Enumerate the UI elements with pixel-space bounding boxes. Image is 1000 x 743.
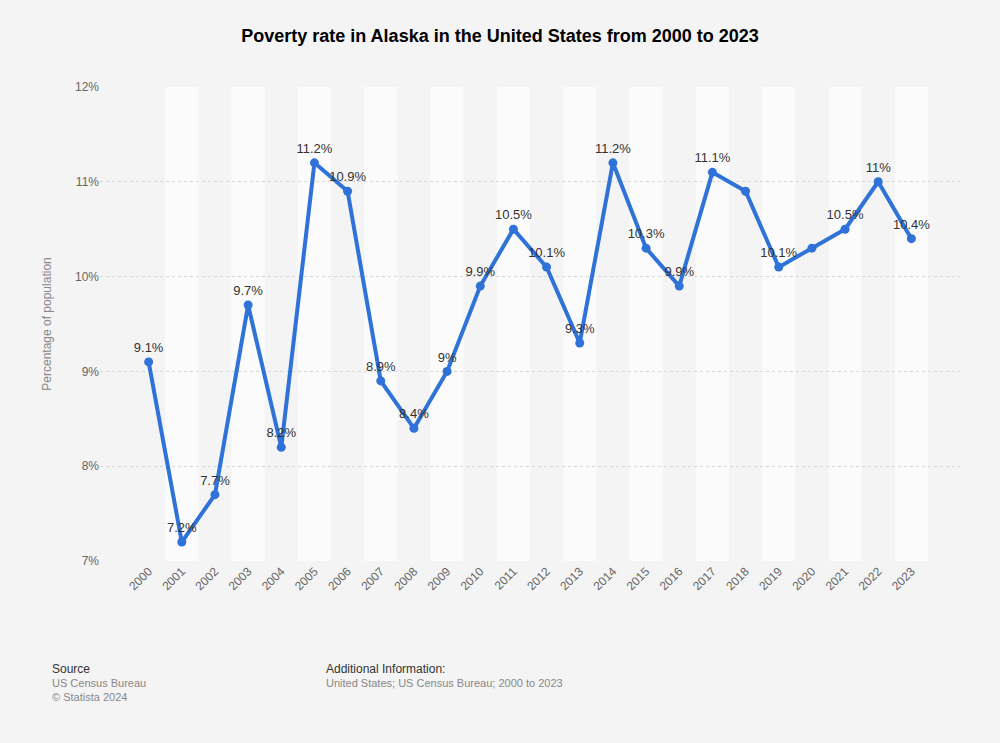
- svg-text:8.4%: 8.4%: [399, 406, 429, 421]
- svg-text:2004: 2004: [259, 564, 288, 593]
- svg-text:2018: 2018: [723, 564, 752, 593]
- svg-text:2012: 2012: [524, 564, 553, 593]
- svg-text:2006: 2006: [325, 564, 354, 593]
- svg-text:10.3%: 10.3%: [628, 226, 665, 241]
- svg-text:11.2%: 11.2%: [296, 141, 332, 156]
- svg-text:7%: 7%: [82, 554, 100, 568]
- svg-text:2011: 2011: [492, 564, 520, 592]
- svg-text:9%: 9%: [438, 350, 457, 365]
- svg-text:2020: 2020: [789, 564, 818, 593]
- svg-text:2023: 2023: [889, 564, 918, 593]
- svg-text:11%: 11%: [76, 175, 99, 189]
- svg-text:Source: Source: [52, 662, 90, 676]
- svg-text:10.1%: 10.1%: [528, 245, 565, 260]
- svg-text:Percentage of population: Percentage of population: [40, 257, 54, 390]
- svg-text:2015: 2015: [624, 564, 653, 593]
- svg-text:United States; US Census Burea: United States; US Census Bureau; 2000 to…: [326, 677, 563, 689]
- svg-text:2014: 2014: [590, 564, 619, 593]
- svg-text:2022: 2022: [856, 564, 885, 593]
- svg-text:10.5%: 10.5%: [827, 207, 864, 222]
- svg-text:2021: 2021: [823, 564, 852, 593]
- svg-text:12%: 12%: [75, 80, 99, 94]
- svg-text:2008: 2008: [392, 564, 421, 593]
- svg-text:2000: 2000: [126, 564, 155, 593]
- svg-text:9.9%: 9.9%: [465, 264, 495, 279]
- svg-text:2007: 2007: [358, 564, 387, 593]
- svg-text:Additional Information:: Additional Information:: [326, 662, 445, 676]
- svg-text:8.9%: 8.9%: [366, 359, 396, 374]
- svg-text:2009: 2009: [425, 564, 454, 593]
- svg-text:10.5%: 10.5%: [495, 207, 532, 222]
- svg-text:10.1%: 10.1%: [760, 245, 797, 260]
- svg-text:2001: 2001: [159, 564, 188, 593]
- svg-text:11%: 11%: [866, 160, 891, 175]
- svg-text:8%: 8%: [82, 459, 100, 473]
- svg-text:2013: 2013: [557, 564, 586, 593]
- svg-text:7.2%: 7.2%: [167, 520, 197, 535]
- svg-text:9%: 9%: [82, 365, 100, 379]
- svg-text:US Census Bureau© Statista 202: US Census Bureau© Statista 2024: [52, 677, 146, 703]
- svg-text:10.4%: 10.4%: [893, 217, 930, 232]
- svg-text:10%: 10%: [75, 270, 99, 284]
- svg-text:9.3%: 9.3%: [565, 321, 595, 336]
- svg-text:2010: 2010: [458, 564, 487, 593]
- svg-text:7.7%: 7.7%: [200, 473, 230, 488]
- svg-text:9.1%: 9.1%: [134, 340, 164, 355]
- svg-text:2005: 2005: [292, 564, 321, 593]
- svg-text:10.9%: 10.9%: [329, 169, 366, 184]
- svg-text:8.2%: 8.2%: [266, 425, 296, 440]
- svg-text:2017: 2017: [690, 564, 719, 593]
- svg-text:9.9%: 9.9%: [664, 264, 694, 279]
- svg-text:11.2%: 11.2%: [595, 141, 631, 156]
- svg-text:2019: 2019: [756, 564, 785, 593]
- svg-text:Poverty rate in Alaska in the: Poverty rate in Alaska in the United Sta…: [241, 26, 759, 46]
- svg-text:11.1%: 11.1%: [694, 150, 730, 165]
- svg-text:2003: 2003: [226, 564, 255, 593]
- svg-text:2002: 2002: [193, 564, 222, 593]
- svg-text:9.7%: 9.7%: [233, 283, 263, 298]
- svg-text:2016: 2016: [657, 564, 686, 593]
